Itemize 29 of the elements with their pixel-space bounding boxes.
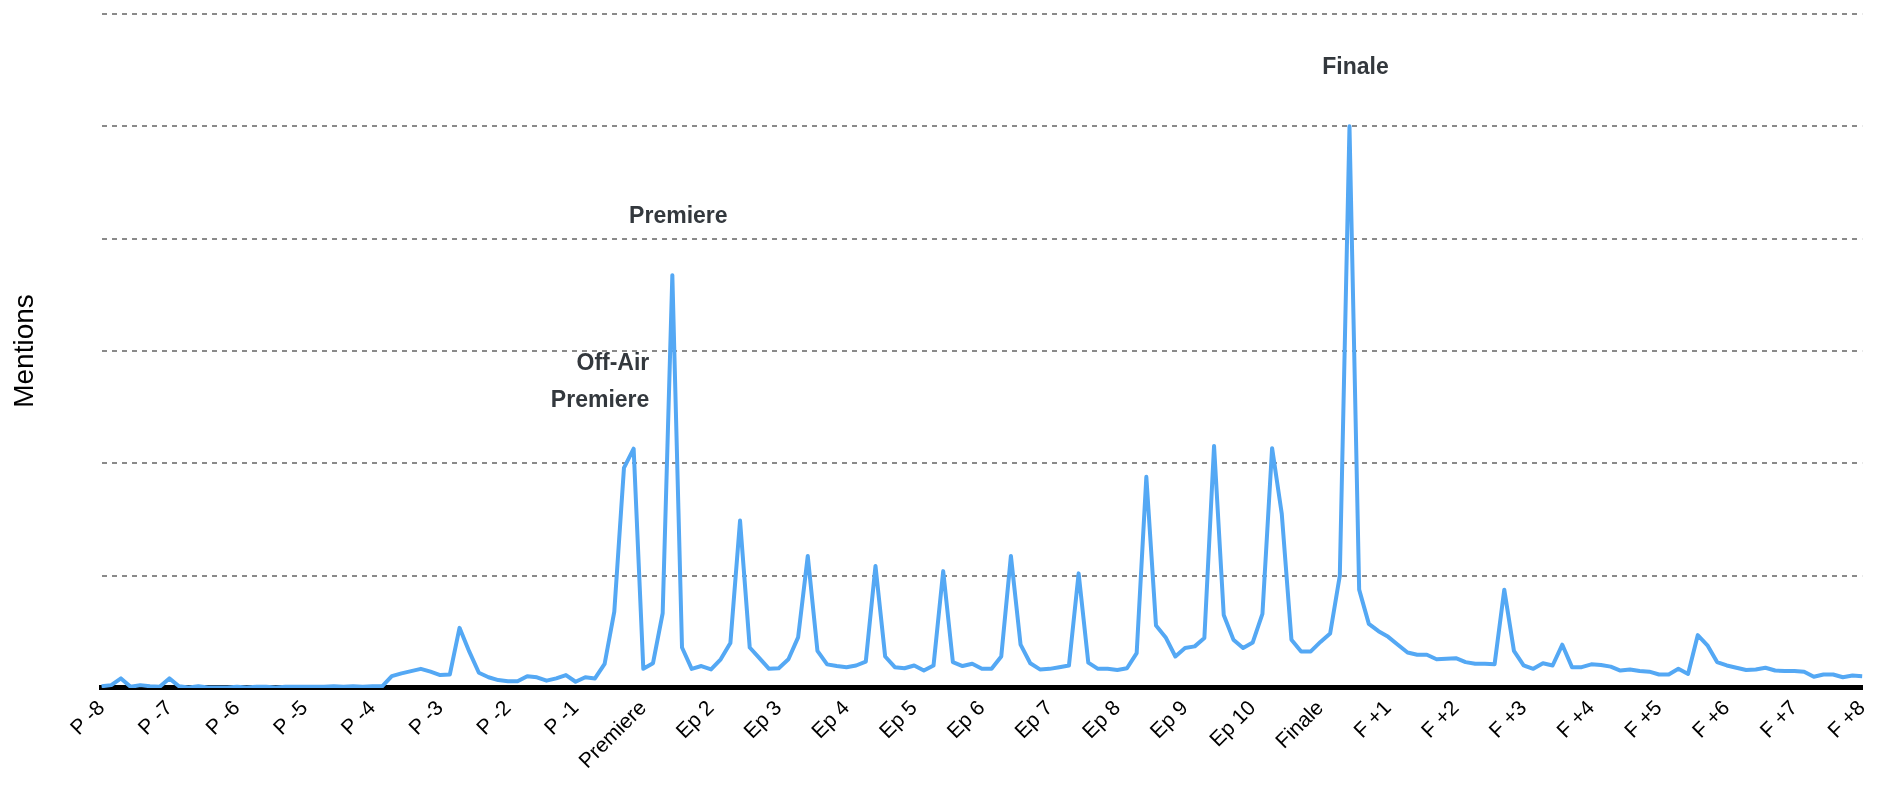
x-tick-label: P -7 bbox=[133, 695, 177, 739]
x-tick-label: Ep 4 bbox=[806, 695, 854, 743]
x-tick-label: F +8 bbox=[1822, 695, 1870, 742]
annotation: Off-Air Premiere bbox=[550, 349, 650, 413]
x-tick-label: F +2 bbox=[1416, 695, 1463, 742]
x-tick-label: Ep 10 bbox=[1204, 695, 1260, 751]
x-tick-label: F +6 bbox=[1687, 695, 1734, 742]
x-tick-label: F +3 bbox=[1484, 695, 1531, 742]
x-tick-label: P -2 bbox=[471, 695, 515, 739]
x-tick-label: Ep 8 bbox=[1077, 695, 1125, 743]
x-tick-label: F +7 bbox=[1755, 695, 1802, 742]
x-tick-label: Ep 2 bbox=[671, 695, 718, 743]
x-tick-label: F +1 bbox=[1348, 695, 1396, 742]
x-tick-label: P -4 bbox=[336, 695, 380, 739]
x-tick-label: P -8 bbox=[65, 695, 109, 739]
x-tick-label: Ep 6 bbox=[942, 695, 989, 743]
x-tick-label: P -6 bbox=[200, 695, 244, 739]
x-tick-label: F +5 bbox=[1619, 695, 1666, 742]
x-tick-label: P -3 bbox=[403, 695, 448, 739]
x-tick-label: Ep 3 bbox=[738, 695, 786, 743]
x-tick-label: Ep 9 bbox=[1145, 695, 1192, 743]
x-tick-label: F +4 bbox=[1551, 695, 1599, 742]
annotation: Finale bbox=[1322, 53, 1389, 80]
x-tick-label: P -1 bbox=[539, 695, 583, 739]
x-tick-label: P -5 bbox=[268, 695, 312, 739]
x-tick-label: Ep 5 bbox=[874, 695, 922, 743]
x-tick-label: Ep 7 bbox=[1009, 695, 1057, 743]
y-axis-title: Mentions bbox=[7, 294, 39, 408]
annotation: Premiere bbox=[629, 202, 728, 229]
